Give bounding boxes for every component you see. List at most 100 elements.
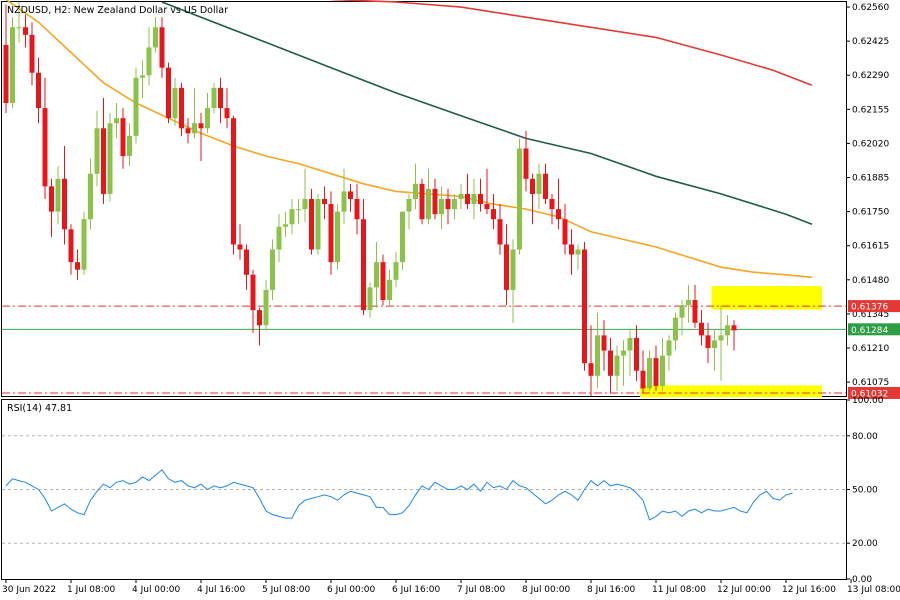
candle[interactable]: [159, 17, 165, 78]
candle[interactable]: [634, 325, 639, 381]
candle[interactable]: [478, 178, 483, 212]
candle[interactable]: [296, 199, 301, 225]
candle[interactable]: [556, 178, 561, 230]
candle[interactable]: [127, 123, 132, 167]
candle[interactable]: [335, 204, 340, 270]
candle[interactable]: [660, 337, 665, 391]
candle[interactable]: [380, 254, 386, 306]
candle[interactable]: [465, 173, 470, 210]
price-panel[interactable]: [2, 0, 846, 398]
candle[interactable]: [608, 337, 613, 394]
candle[interactable]: [322, 186, 327, 220]
candle[interactable]: [686, 284, 691, 323]
candle[interactable]: [49, 178, 54, 237]
candle[interactable]: [504, 224, 509, 306]
candle[interactable]: [348, 183, 353, 212]
candle[interactable]: [211, 82, 217, 114]
candle[interactable]: [530, 173, 535, 225]
candle[interactable]: [484, 168, 490, 215]
candle[interactable]: [42, 77, 48, 199]
candle[interactable]: [653, 345, 659, 391]
candle[interactable]: [543, 163, 548, 205]
candle[interactable]: [432, 178, 438, 220]
candle[interactable]: [367, 282, 373, 318]
candle[interactable]: [94, 110, 100, 187]
candle[interactable]: [406, 193, 412, 230]
candle[interactable]: [517, 138, 522, 255]
candle[interactable]: [510, 239, 516, 323]
candle[interactable]: [497, 204, 503, 255]
candle[interactable]: [133, 67, 139, 144]
candle[interactable]: [614, 345, 620, 391]
candle[interactable]: [140, 60, 145, 98]
candle[interactable]: [231, 115, 236, 255]
candle[interactable]: [712, 330, 717, 371]
candle[interactable]: [400, 211, 405, 270]
candle[interactable]: [640, 350, 646, 394]
candle[interactable]: [588, 325, 594, 396]
candle[interactable]: [29, 22, 35, 86]
candle[interactable]: [172, 77, 178, 126]
candle[interactable]: [471, 178, 477, 220]
candle[interactable]: [374, 241, 379, 308]
candle[interactable]: [10, 17, 15, 109]
candle[interactable]: [458, 183, 464, 210]
candle[interactable]: [341, 168, 347, 225]
candle[interactable]: [439, 186, 444, 230]
candle[interactable]: [16, 2, 22, 43]
candle[interactable]: [328, 191, 334, 275]
candle[interactable]: [731, 320, 737, 351]
candle[interactable]: [224, 87, 230, 129]
candle[interactable]: [569, 229, 574, 275]
candle[interactable]: [601, 320, 607, 371]
candle[interactable]: [75, 249, 80, 280]
rsi-panel[interactable]: [2, 435, 846, 544]
candle[interactable]: [120, 108, 126, 169]
candle[interactable]: [107, 113, 113, 202]
candle[interactable]: [647, 350, 652, 391]
candle[interactable]: [257, 307, 262, 346]
candle[interactable]: [166, 62, 171, 124]
candle[interactable]: [562, 204, 568, 255]
candle[interactable]: [205, 92, 210, 134]
candle[interactable]: [3, 4, 9, 114]
candle[interactable]: [192, 87, 197, 139]
candle[interactable]: [153, 17, 158, 53]
candle[interactable]: [36, 57, 41, 124]
candle[interactable]: [81, 211, 87, 275]
candle[interactable]: [445, 188, 451, 225]
candle[interactable]: [491, 193, 496, 230]
candle[interactable]: [354, 183, 360, 235]
candle[interactable]: [302, 168, 308, 222]
candle[interactable]: [179, 82, 184, 136]
candle[interactable]: [283, 211, 288, 237]
candle[interactable]: [393, 252, 399, 288]
candle[interactable]: [218, 77, 223, 124]
candle[interactable]: [679, 300, 685, 336]
candle[interactable]: [244, 244, 249, 290]
candle[interactable]: [582, 241, 587, 371]
candle[interactable]: [62, 145, 67, 245]
candle[interactable]: [673, 312, 678, 351]
candle[interactable]: [250, 269, 256, 333]
candle[interactable]: [270, 239, 275, 301]
candle[interactable]: [595, 312, 600, 389]
candle[interactable]: [185, 118, 191, 144]
candle[interactable]: [68, 224, 74, 275]
candle[interactable]: [237, 224, 243, 260]
candle[interactable]: [88, 158, 93, 230]
candle[interactable]: [699, 310, 704, 346]
candle[interactable]: [549, 193, 555, 225]
candle[interactable]: [198, 113, 204, 162]
candle[interactable]: [315, 193, 321, 255]
candle[interactable]: [426, 168, 431, 225]
candle[interactable]: [575, 244, 581, 270]
candle[interactable]: [692, 284, 698, 328]
candle[interactable]: [705, 322, 711, 364]
candle[interactable]: [413, 163, 418, 210]
candle[interactable]: [263, 279, 269, 331]
candle[interactable]: [536, 163, 542, 210]
candle[interactable]: [666, 335, 672, 371]
candle[interactable]: [55, 166, 61, 225]
candle[interactable]: [725, 315, 730, 346]
